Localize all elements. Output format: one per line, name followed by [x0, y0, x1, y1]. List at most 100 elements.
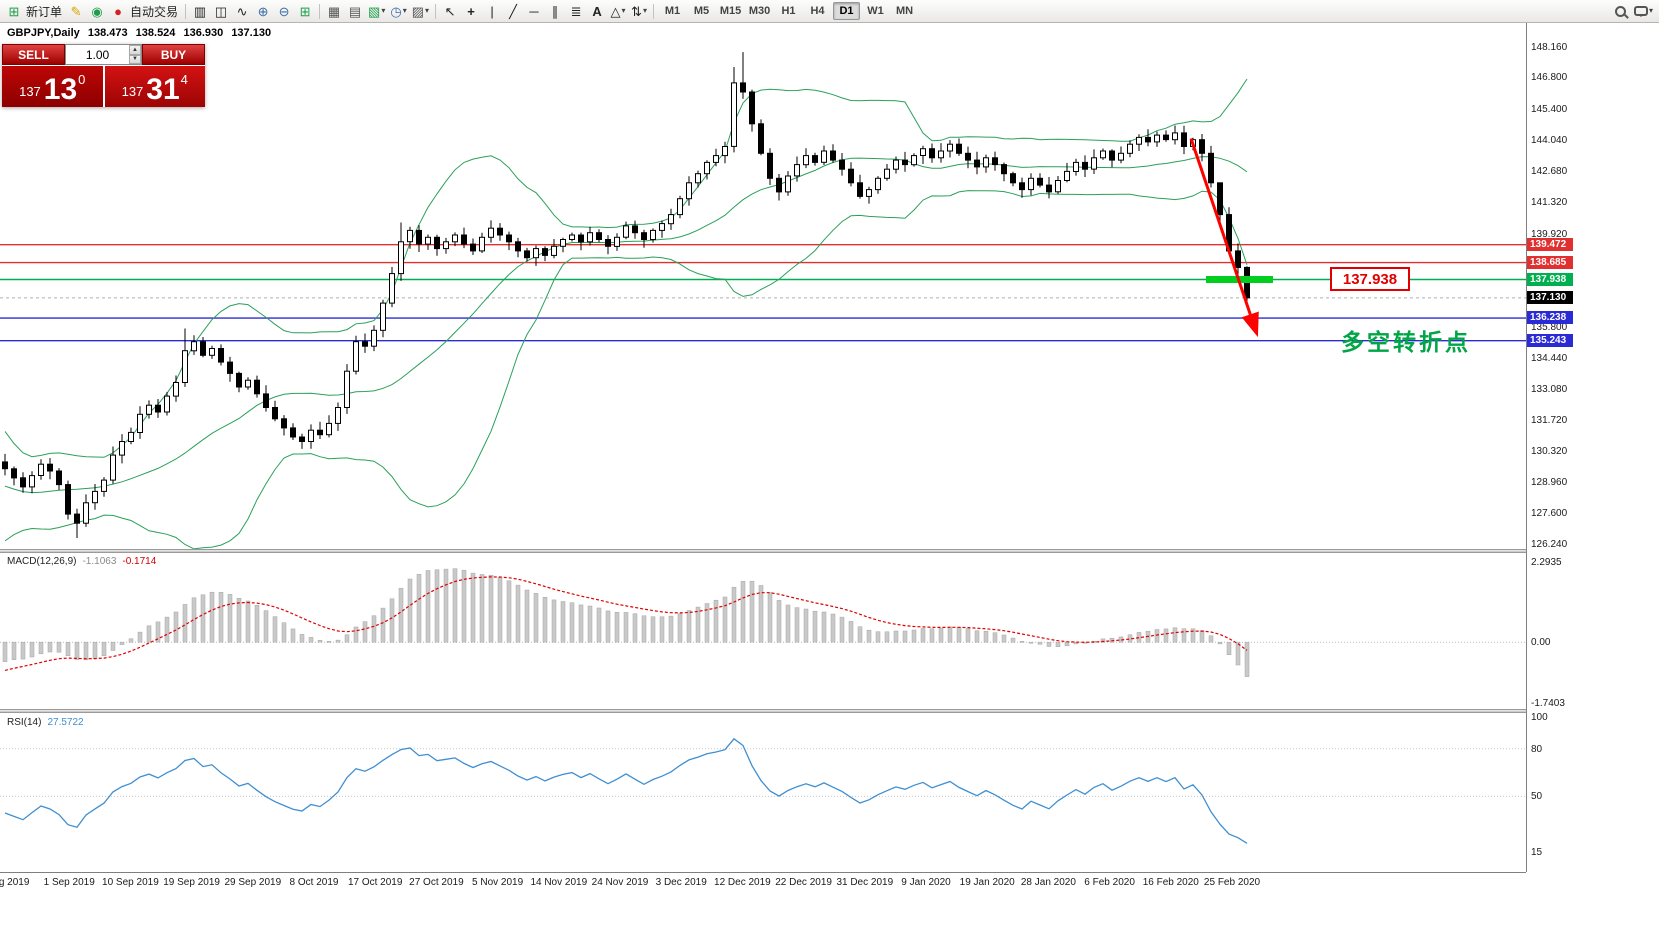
- symbol-name: GBPJPY,Daily: [7, 27, 80, 39]
- level-price-tag: 139.472: [1527, 237, 1573, 251]
- autotrading-label[interactable]: 自动交易: [130, 4, 179, 19]
- price-tick: 130.320: [1531, 446, 1568, 458]
- time-label: 1 Sep 2019: [43, 877, 95, 888]
- candlestick-chart-icon[interactable]: ◫: [214, 3, 228, 19]
- toolbar-divider: [653, 3, 655, 19]
- level-price-tag: 137.938: [1527, 272, 1573, 286]
- new-order-icon: ⊞: [8, 3, 20, 19]
- tf-button-M15[interactable]: M15: [719, 5, 742, 17]
- volume-down-button[interactable]: ▼: [129, 54, 141, 64]
- buy-price-prefix: 137: [121, 84, 144, 99]
- chevron-down-icon: ▾: [642, 6, 647, 15]
- cursor-icon[interactable]: ↖: [444, 3, 456, 19]
- time-axis-line: [0, 872, 1526, 873]
- price-axis-line: [1526, 23, 1527, 872]
- line-chart-icon[interactable]: ∿: [236, 3, 248, 19]
- price-tick: 141.320: [1531, 196, 1568, 208]
- chat-button[interactable]: ▾: [1632, 2, 1655, 21]
- refresh-icon[interactable]: ◉: [91, 3, 103, 19]
- new-chart-icon: ▧: [368, 3, 381, 19]
- arrows-button[interactable]: ⇅ ▾: [629, 2, 649, 21]
- crosshair-icon[interactable]: +: [467, 3, 475, 19]
- tf-button-MN[interactable]: MN: [895, 5, 914, 17]
- zoom-out-icon[interactable]: ⊖: [278, 3, 290, 19]
- tile-windows-icon[interactable]: ⊞: [299, 3, 311, 19]
- tf-button-H4[interactable]: H4: [810, 5, 825, 17]
- macd-tick: -1.7403: [1531, 698, 1565, 709]
- tf-button-H1[interactable]: H1: [781, 5, 796, 17]
- metaeditor-icon[interactable]: ✎: [70, 3, 82, 19]
- time-label: 22 Dec 2019: [775, 877, 832, 888]
- current-price-tag: 137.130: [1527, 290, 1573, 304]
- new-chart-button[interactable]: ▧ ▾: [366, 2, 387, 21]
- price-tick: 133.080: [1531, 383, 1568, 395]
- pane-separator[interactable]: [0, 549, 1526, 553]
- price-chart-canvas[interactable]: [0, 33, 1526, 550]
- macd-signal-value: -0.1714: [122, 556, 157, 567]
- trendline-icon[interactable]: ╱: [509, 3, 517, 19]
- level-price-tag: 138.685: [1527, 255, 1573, 269]
- templates-icon: ▨: [411, 3, 424, 19]
- templates-button[interactable]: ▨ ▾: [410, 2, 431, 21]
- volume-up-button[interactable]: ▲: [129, 45, 141, 55]
- channel-icon[interactable]: ∥: [551, 3, 559, 19]
- tf-button-M1[interactable]: M1: [664, 5, 681, 17]
- price-tick: 148.160: [1531, 41, 1568, 53]
- toolbar-divider: [185, 3, 187, 19]
- macd-pane-canvas[interactable]: [0, 553, 1526, 709]
- price-tick: 135.800: [1531, 322, 1568, 334]
- chevron-down-icon: ▾: [381, 6, 386, 15]
- price-tick: 145.400: [1531, 104, 1568, 116]
- level-price-tag: 136.238: [1527, 311, 1573, 325]
- turning-point-annotation[interactable]: 多空转折点: [1341, 329, 1471, 355]
- fibonacci-icon[interactable]: ≣: [570, 3, 582, 19]
- tf-button-D1[interactable]: D1: [833, 2, 861, 20]
- time-label: 19 Jan 2020: [959, 877, 1015, 888]
- chevron-down-icon: ▾: [1648, 6, 1653, 15]
- volume-input[interactable]: [66, 45, 141, 64]
- time-label: 24 Nov 2019: [591, 877, 649, 888]
- pane-separator[interactable]: [0, 709, 1526, 713]
- buy-button[interactable]: BUY: [142, 44, 205, 65]
- price-tick: 134.440: [1531, 352, 1568, 364]
- autotrading-icon[interactable]: ●: [114, 3, 122, 19]
- arrows-icon: ⇅: [631, 3, 642, 19]
- search-button[interactable]: [1611, 2, 1631, 21]
- macd-value: -1.1063: [82, 556, 117, 567]
- zoom-in-icon[interactable]: ⊕: [257, 3, 269, 19]
- new-order-button[interactable]: ⊞: [4, 2, 24, 21]
- rsi-value: 27.5722: [47, 717, 84, 728]
- time-label: 16 Feb 2020: [1142, 877, 1199, 888]
- sell-price-button[interactable]: 137 13 0: [2, 66, 103, 107]
- sell-button[interactable]: SELL: [2, 44, 65, 65]
- price-tick: 127.600: [1531, 508, 1568, 520]
- buy-price-button[interactable]: 137 31 4: [104, 66, 205, 107]
- price-tick: 139.920: [1531, 228, 1568, 240]
- bar-chart-icon[interactable]: ▥: [193, 3, 207, 19]
- price-tick: 128.960: [1531, 477, 1568, 489]
- shapes-button[interactable]: △ ▾: [608, 2, 628, 21]
- tf-button-M5[interactable]: M5: [693, 5, 710, 17]
- macd-tick: 0.00: [1531, 637, 1551, 649]
- tf-button-W1[interactable]: W1: [867, 5, 884, 17]
- price-annotation-label[interactable]: 137.938: [1330, 267, 1410, 291]
- vertical-line-icon[interactable]: |: [490, 3, 494, 19]
- time-label: Aug 2019: [0, 877, 30, 888]
- sell-price-prefix: 137: [19, 84, 41, 99]
- text-label-icon[interactable]: A: [592, 3, 602, 19]
- time-label: 27 Oct 2019: [409, 877, 464, 888]
- profiles-button[interactable]: ◷ ▾: [388, 2, 408, 21]
- time-label: 12 Dec 2019: [714, 877, 771, 888]
- time-label: 31 Dec 2019: [836, 877, 894, 888]
- buy-price-pip: 4: [180, 72, 188, 87]
- new-order-label[interactable]: 新订单: [26, 4, 63, 19]
- rsi-pane-canvas[interactable]: [0, 714, 1526, 872]
- arrange-charts-icon[interactable]: ▦: [327, 3, 341, 19]
- tf-button-M30[interactable]: M30: [748, 5, 771, 17]
- cascade-charts-icon[interactable]: ▤: [348, 3, 362, 19]
- rsi-label: RSI(14) 27.5722: [7, 717, 84, 728]
- price-tick: 126.240: [1531, 539, 1568, 550]
- horizontal-line-icon[interactable]: ─: [529, 3, 539, 19]
- shapes-icon: △: [610, 3, 621, 19]
